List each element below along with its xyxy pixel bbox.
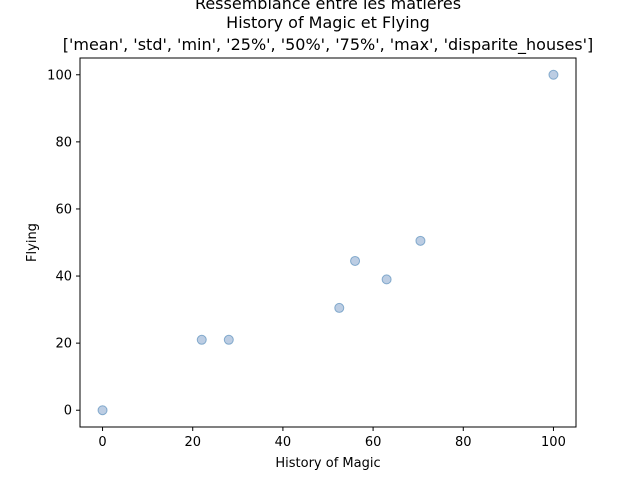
data-points: [97, 69, 559, 416]
x-tick-label: 100: [541, 435, 566, 450]
y-tick-label: 100: [47, 68, 72, 83]
chart-title-line: History of Magic et Flying: [226, 13, 430, 32]
y-tick-label: 80: [55, 135, 72, 150]
data-point: [334, 302, 345, 313]
x-tick-label: 40: [275, 435, 292, 450]
data-point: [548, 69, 559, 80]
x-tick-label: 20: [184, 435, 201, 450]
data-point: [350, 255, 361, 266]
x-tick-label: 80: [455, 435, 472, 450]
y-tick-label: 60: [55, 202, 72, 217]
y-tick-label: 40: [55, 270, 72, 285]
data-point: [223, 334, 234, 345]
data-point: [415, 235, 426, 246]
chart-title-line: Ressemblance entre les matières: [195, 0, 461, 13]
data-point: [381, 274, 392, 285]
x-tick-label: 0: [98, 435, 106, 450]
x-tick-label: 60: [365, 435, 382, 450]
chart-title-line: ['mean', 'std', 'min', '25%', '50%', '75…: [63, 35, 594, 55]
data-point: [97, 405, 108, 416]
y-axis-ticks: 0 20 40 60 80 100: [47, 68, 80, 419]
x-axis-label: History of Magic: [275, 456, 380, 471]
data-point: [196, 334, 207, 345]
y-axis-label: Flying: [25, 223, 40, 262]
y-tick-label: 0: [64, 404, 72, 419]
plot-area: [79, 57, 577, 428]
y-tick-label: 20: [55, 337, 72, 352]
x-axis-ticks: 0 20 40 60 80 100: [98, 427, 566, 450]
